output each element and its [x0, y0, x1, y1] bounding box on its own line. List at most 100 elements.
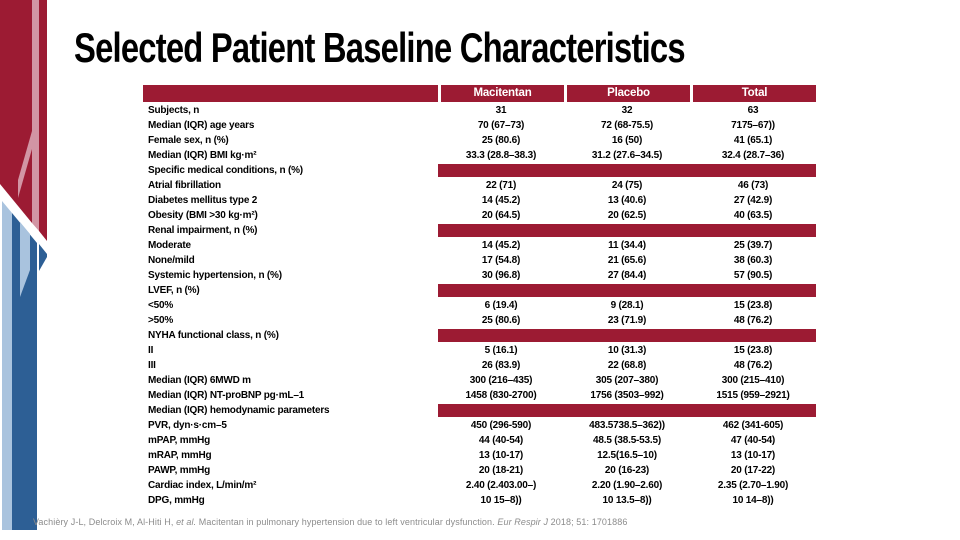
row-label: None/mild — [148, 255, 195, 266]
row-label: Median (IQR) age years — [148, 120, 255, 131]
cell-total: 40 (63.5) — [733, 210, 773, 221]
cell-macitentan: 20 (64.5) — [481, 210, 521, 221]
table-section-row: LVEF, n (%) — [143, 283, 816, 298]
sidebar-lightblue-wedge — [20, 222, 30, 297]
row-label: mPAP, mmHg — [148, 435, 211, 446]
cell-placebo: 10 13.5–8)) — [602, 495, 652, 506]
cell-total: 15 (23.8) — [733, 345, 773, 356]
cell-macitentan: 33.3 (28.8–38.3) — [465, 150, 537, 161]
sidebar-blue-bar — [12, 213, 37, 530]
header-cell-macitentan: Macitentan — [441, 85, 564, 102]
cell-placebo: 23 (71.9) — [607, 315, 647, 326]
cell-total: 7175–67)) — [731, 120, 775, 131]
baseline-table: Macitentan Placebo Total Subjects, n 31 32… — [143, 85, 816, 508]
cell-placebo: 21 (65.6) — [607, 255, 647, 266]
section-band — [438, 329, 816, 342]
table-row: Cardiac index, L/min/m² 2.40 (2.403.00–) 2… — [143, 478, 816, 493]
table-row: Median (IQR) age years 70 (67–73) 72 (68-7… — [143, 118, 816, 133]
table-row: mPAP, mmHg 44 (40-54) 48.5 (38.5-53.5) 47 (… — [143, 433, 816, 448]
table-section-row: Specific medical conditions, n (%) — [143, 163, 816, 178]
cell-macitentan: 2.40 (2.403.00–) — [465, 480, 537, 491]
cell-total: 47 (40-54) — [730, 435, 776, 446]
citation-authors: Vachièry J-L, Delcroix M, Al-Hiti H, — [33, 517, 177, 527]
cell-macitentan: 70 (67–73) — [477, 120, 525, 131]
citation: Vachièry J-L, Delcroix M, Al-Hiti H, et … — [33, 517, 627, 527]
header-cell-placebo: Placebo — [567, 85, 690, 102]
table-row: Median (IQR) BMI kg·m² 33.3 (28.8–38.3) 31… — [143, 148, 816, 163]
section-band — [438, 404, 816, 417]
sidebar-lightblue-stripe — [2, 201, 12, 530]
citation-title: Macitentan in pulmonary hypertension due… — [196, 517, 498, 527]
cell-macitentan: 10 15–8)) — [480, 495, 522, 506]
section-band — [438, 164, 816, 177]
sidebar-blue-wedge — [39, 244, 47, 271]
table-row: Median (IQR) 6MWD m 300 (216–435) 305 (207… — [143, 373, 816, 388]
cell-placebo: 16 (50) — [611, 135, 643, 146]
table-rows: Subjects, n 31 32 63 Median (IQR) age years 7… — [143, 103, 816, 508]
cell-total: 20 (17-22) — [730, 465, 776, 476]
table-row: Median (IQR) NT-proBNP pg·mL–1 1458 (830-… — [143, 388, 816, 403]
cell-total: 48 (76.2) — [733, 315, 773, 326]
cell-macitentan: 26 (83.9) — [481, 360, 521, 371]
cell-total: 462 (341-605) — [722, 420, 784, 431]
cell-macitentan: 25 (80.6) — [481, 135, 521, 146]
cell-placebo: 32 — [621, 105, 633, 116]
row-label: Female sex, n (%) — [148, 135, 229, 146]
cell-macitentan: 14 (45.2) — [481, 195, 521, 206]
row-label: Specific medical conditions, n (%) — [148, 165, 303, 176]
cell-total: 57 (90.5) — [733, 270, 773, 281]
table-header-row: Macitentan Placebo Total — [143, 85, 816, 102]
sidebar-pink-wedge — [18, 131, 32, 198]
row-label: Obesity (BMI >30 kg·m²) — [148, 210, 258, 221]
row-label: Median (IQR) hemodynamic parameters — [148, 405, 330, 416]
section-band — [438, 224, 816, 237]
sidebar-decoration — [0, 0, 47, 530]
table-row: DPG, mmHg 10 15–8)) 10 13.5–8)) 10 14–8)) — [143, 493, 816, 508]
row-label: PVR, dyn·s·cm–5 — [148, 420, 227, 431]
cell-macitentan: 31 — [495, 105, 507, 116]
row-label: Median (IQR) NT-proBNP pg·mL–1 — [148, 390, 305, 401]
cell-total: 46 (73) — [737, 180, 769, 191]
row-label: DPG, mmHg — [148, 495, 205, 506]
table-row: PAWP, mmHg 20 (18-21) 20 (16-23) 20 (17-22) — [143, 463, 816, 478]
cell-total: 63 — [747, 105, 759, 116]
header-cell-total: Total — [693, 85, 816, 102]
cell-placebo: 27 (84.4) — [607, 270, 647, 281]
cell-placebo: 31.2 (27.6–34.5) — [591, 150, 663, 161]
row-label: Subjects, n — [148, 105, 200, 116]
cell-macitentan: 14 (45.2) — [481, 240, 521, 251]
row-label: Systemic hypertension, n (%) — [148, 270, 282, 281]
row-label: >50% — [148, 315, 174, 326]
cell-total: 10 14–8)) — [732, 495, 774, 506]
citation-journal: Eur Respir J — [497, 517, 549, 527]
cell-placebo: 10 (31.3) — [607, 345, 647, 356]
cell-macitentan: 17 (54.8) — [481, 255, 521, 266]
cell-placebo: 12.5(16.5–10) — [597, 450, 657, 461]
cell-placebo: 2.20 (1.90–2.60) — [591, 480, 663, 491]
header-cell-blank — [143, 85, 438, 102]
cell-placebo: 72 (68-75.5) — [600, 120, 654, 131]
page-title: Selected Patient Baseline Characteristic… — [74, 24, 686, 71]
row-label: LVEF, n (%) — [148, 285, 200, 296]
cell-total: 13 (10-17) — [730, 450, 776, 461]
cell-placebo: 1756 (3503–992) — [590, 390, 664, 401]
cell-placebo: 11 (34.4) — [608, 240, 646, 251]
row-label: NYHA functional class, n (%) — [148, 330, 279, 341]
cell-total: 48 (76.2) — [733, 360, 773, 371]
table-section-row: Median (IQR) hemodynamic parameters — [143, 403, 816, 418]
sidebar-red-bar — [0, 0, 32, 223]
cell-macitentan: 1458 (830-2700) — [465, 390, 537, 401]
cell-total: 2.35 (2.70–1.90) — [717, 480, 789, 491]
cell-placebo: 24 (75) — [611, 180, 643, 191]
cell-total: 41 (65.1) — [733, 135, 773, 146]
cell-macitentan: 20 (18-21) — [478, 465, 524, 476]
cell-macitentan: 30 (96.8) — [481, 270, 521, 281]
cell-placebo: 20 (62.5) — [607, 210, 647, 221]
sidebar-pink-stripe — [32, 0, 39, 231]
cell-placebo: 20 (16-23) — [604, 465, 650, 476]
cell-total: 25 (39.7) — [733, 240, 773, 251]
cell-macitentan: 450 (296-590) — [470, 420, 532, 431]
citation-ref: 2018; 51: 1701886 — [548, 517, 628, 527]
table-row: Diabetes mellitus type 2 14 (45.2) 13 (40.… — [143, 193, 816, 208]
